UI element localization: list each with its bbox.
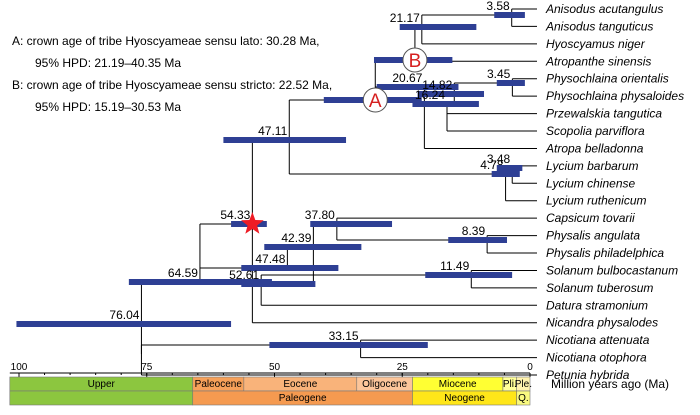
- taxon-label: Physalis angulata: [546, 229, 640, 243]
- taxon-label: Hyoscyamus niger: [546, 37, 646, 51]
- geo-epoch-label: Miocene: [439, 379, 477, 390]
- hpd-bar-n345: [496, 80, 525, 86]
- node-age-label: 11.49: [440, 259, 469, 273]
- taxon-label: Nicandra physalodes: [546, 316, 658, 330]
- geo-period-box: [9, 390, 194, 406]
- hpd-bar-n2117: [399, 24, 477, 30]
- taxon-label: Anisodus tanguticus: [545, 19, 653, 33]
- hpd-bar-n6459: [128, 279, 272, 285]
- annotation-a-line1: A: crown age of tribe Hyoscyameae sensu …: [12, 34, 320, 48]
- geo-epoch-label: Paleocene: [195, 379, 243, 390]
- node-age-label: 3.48: [487, 152, 511, 166]
- taxon-label: Lycium ruthenicum: [546, 194, 647, 208]
- node-age-label: 3.45: [487, 67, 511, 81]
- axis-tick-label: 100: [11, 362, 28, 373]
- hpd-bar-n1149: [425, 272, 513, 278]
- annotation-block: A: crown age of tribe Hyoscyameae sensu …: [12, 30, 372, 118]
- taxon-label: Atropanthe sinensis: [545, 54, 651, 68]
- node-age-label: 52.61: [229, 268, 259, 282]
- node-age-label: 3.58: [486, 0, 510, 13]
- geo-epoch-label: Ple.: [515, 379, 532, 390]
- geo-period-label: Paleogene: [279, 393, 327, 404]
- geo-epoch-label: Eocene: [283, 379, 317, 390]
- hpd-bar-n3315: [269, 342, 428, 348]
- taxon-label: Scopolia parviflora: [546, 124, 645, 138]
- node-age-label: 8.39: [462, 224, 486, 238]
- hpd-bar-n348: [496, 165, 523, 171]
- annotation-b-line2: 95% HPD: 15.19–30.53 Ma: [35, 100, 182, 114]
- node-age-label: 21.17: [390, 11, 420, 25]
- axis-tick-label: 50: [269, 362, 281, 373]
- hpd-bar-n4711: [223, 137, 347, 143]
- taxon-label: Physalis philadelphica: [546, 246, 664, 260]
- axis-tick-label: 25: [397, 362, 409, 373]
- node-age-label: 20.67: [392, 71, 422, 85]
- node-age-label: 54.33: [220, 208, 250, 222]
- node-age-label: 14.82: [422, 78, 452, 92]
- hpd-bar-n5261: [241, 281, 316, 287]
- hpd-bar-root: [16, 321, 232, 327]
- taxon-label: Solanum bulbocastanum: [546, 263, 678, 277]
- node-age-label: 76.04: [109, 308, 139, 322]
- marker-label-A: A: [369, 91, 382, 112]
- axis-title: Million years ago (Ma): [551, 377, 669, 391]
- node-age-label: 37.80: [305, 208, 335, 222]
- marker-label-B: B: [409, 51, 422, 72]
- hpd-bar-n1624: [412, 101, 479, 107]
- node-age-label: 47.11: [258, 124, 287, 138]
- geo-period-box: [516, 390, 531, 406]
- star-icon: [241, 212, 264, 234]
- taxon-label: Datura stramonium: [546, 298, 648, 312]
- annotation-a-line2: 95% HPD: 21.19–40.35 Ma: [35, 56, 182, 70]
- taxon-label: Nicotiana otophora: [546, 351, 647, 365]
- taxon-label: Lycium chinense: [546, 176, 635, 190]
- taxon-label: Lycium barbarum: [546, 159, 638, 173]
- hpd-bar-n4239: [264, 244, 362, 250]
- taxon-label: Capsicum tovarii: [546, 211, 635, 225]
- node-age-label: 16.24: [415, 88, 445, 102]
- hpd-bar-L: [491, 171, 520, 177]
- node-age-label: 64.59: [168, 266, 198, 280]
- annotation-b-line1: B: crown age of tribe Hyoscyameae sensu …: [12, 78, 333, 92]
- geo-period-label: Neogene: [444, 393, 485, 404]
- taxon-label: Petunia hybrida: [546, 368, 630, 382]
- node-age-label: 42.39: [281, 231, 311, 245]
- marker-circle-B: [402, 47, 428, 73]
- hpd-bar-n1482: [417, 91, 485, 97]
- taxon-label: Nicotiana attenuata: [546, 333, 650, 347]
- axis-tick-label: 75: [141, 362, 153, 373]
- geo-epoch-label: Pli.: [503, 379, 517, 390]
- node-age-label: 47.48: [255, 252, 285, 266]
- marker-circle-A: [362, 87, 388, 113]
- taxon-label: Anisodus acutangulus: [545, 2, 663, 16]
- hpd-bar-n4748: [241, 265, 339, 271]
- taxon-label: Atropa belladonna: [545, 141, 644, 155]
- taxon-label: Solanum tuberosum: [546, 281, 653, 295]
- taxon-label: Physochlaina physaloides: [546, 89, 684, 103]
- geo-epoch-label: Upper: [88, 379, 116, 390]
- geo-period-label: Q.: [518, 393, 529, 404]
- geo-epoch-label: Oligocene: [362, 379, 407, 390]
- hpd-bar-n3780: [310, 221, 393, 227]
- node-age-label: 33.15: [329, 329, 359, 343]
- hpd-bar-n2067: [376, 84, 459, 90]
- taxon-label: Przewalskia tangutica: [546, 107, 662, 121]
- hpd-bar-n839: [448, 237, 508, 243]
- axis-tick-label: 0: [527, 362, 533, 373]
- taxon-label: Physochlaina orientalis: [546, 72, 669, 86]
- hpd-bar-n358: [494, 12, 525, 18]
